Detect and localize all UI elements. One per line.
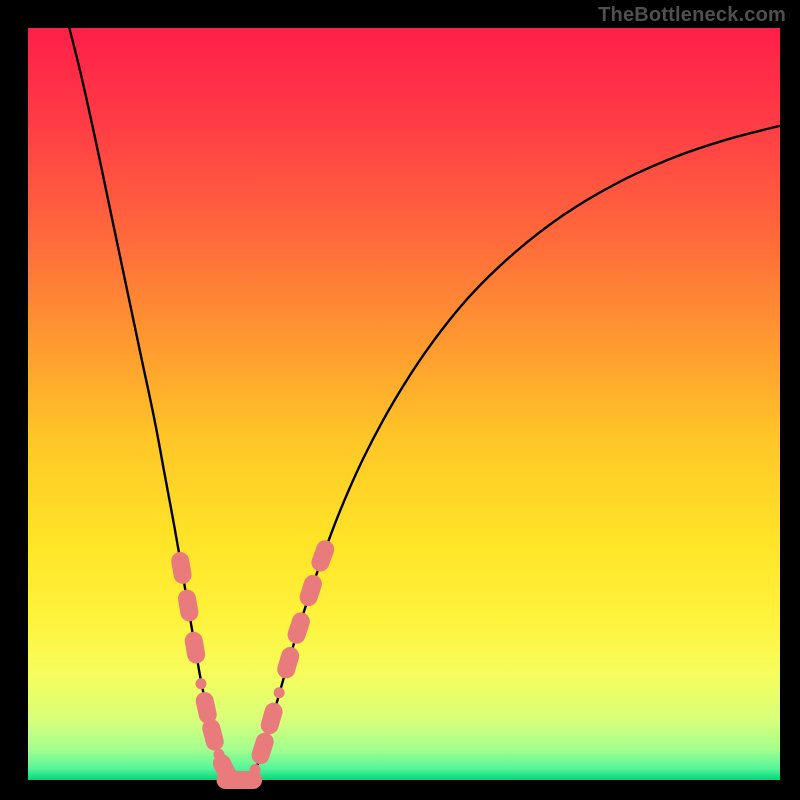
marker-dot	[250, 764, 261, 775]
chart-stage: TheBottleneck.com	[0, 0, 800, 800]
watermark-text: TheBottleneck.com	[598, 4, 786, 27]
marker-dot	[274, 687, 285, 698]
bottleneck-curve-chart	[0, 0, 800, 800]
plot-background	[28, 28, 780, 780]
marker-dot	[195, 678, 206, 689]
